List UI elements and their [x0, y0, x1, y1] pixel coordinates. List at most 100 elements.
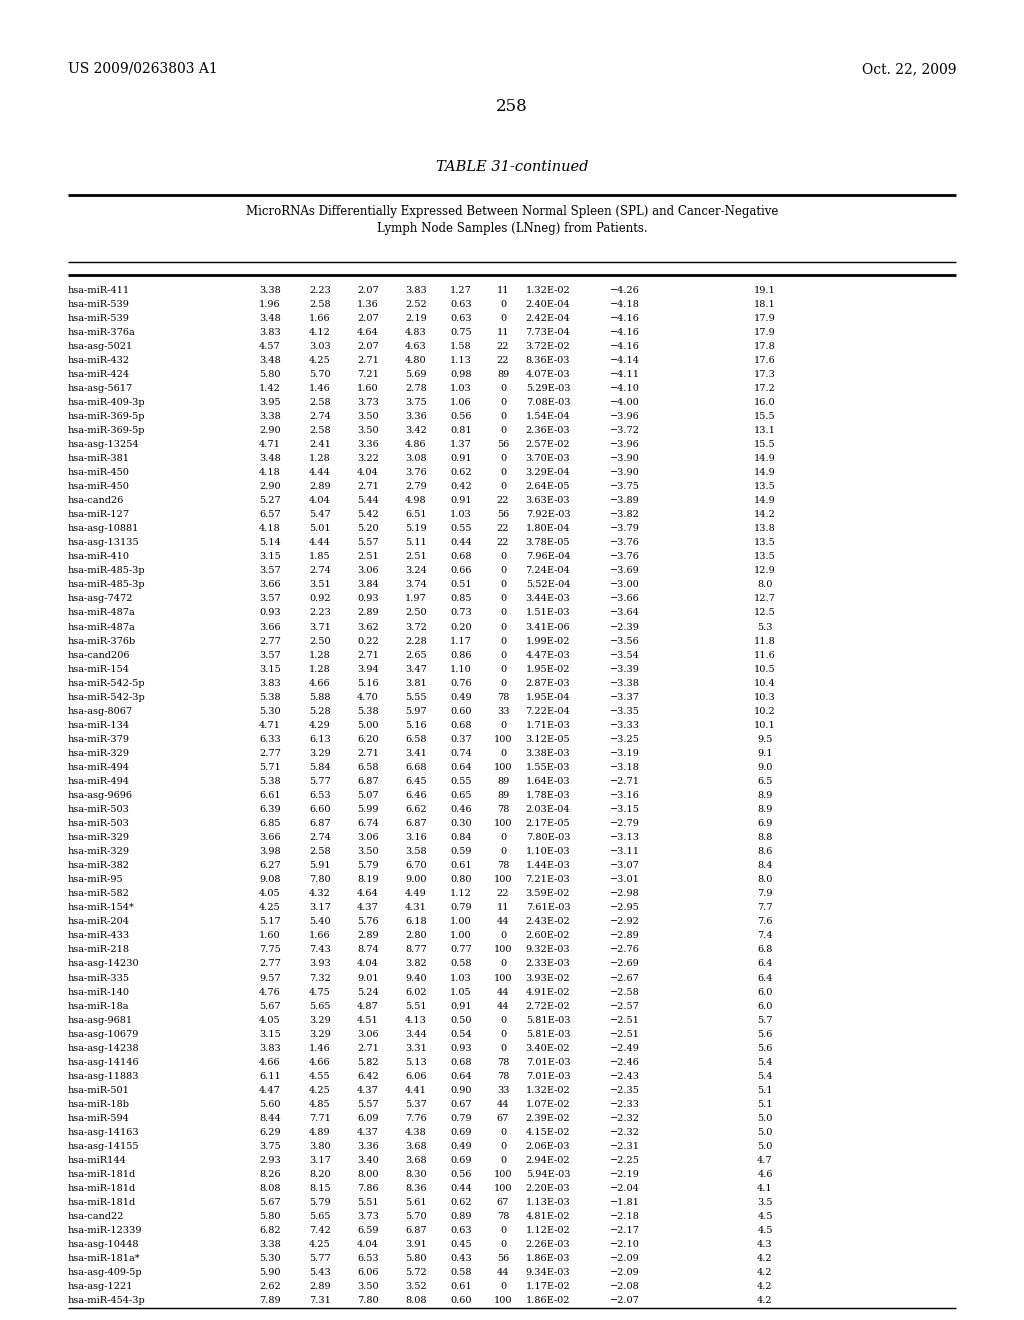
Text: 14.9: 14.9 — [754, 496, 776, 506]
Text: 2.03E-04: 2.03E-04 — [525, 805, 570, 814]
Text: 2.74: 2.74 — [309, 566, 331, 576]
Text: 7.7: 7.7 — [757, 903, 773, 912]
Text: 78: 78 — [497, 805, 509, 814]
Text: 4.89: 4.89 — [309, 1129, 331, 1137]
Text: 3.36: 3.36 — [357, 440, 379, 449]
Text: hsa-asg-11883: hsa-asg-11883 — [68, 1072, 139, 1081]
Text: 3.44E-03: 3.44E-03 — [525, 594, 570, 603]
Text: 7.31: 7.31 — [309, 1296, 331, 1305]
Text: 4.55: 4.55 — [309, 1072, 331, 1081]
Text: hsa-miR-450: hsa-miR-450 — [68, 469, 130, 477]
Text: −3.96: −3.96 — [610, 412, 640, 421]
Text: 4.25: 4.25 — [309, 1086, 331, 1094]
Text: hsa-miR-424: hsa-miR-424 — [68, 370, 130, 379]
Text: 4.37: 4.37 — [357, 903, 379, 912]
Text: 4.04: 4.04 — [309, 496, 331, 506]
Text: 2.89: 2.89 — [357, 932, 379, 940]
Text: 5.38: 5.38 — [259, 693, 281, 702]
Text: 2.74: 2.74 — [309, 412, 331, 421]
Text: 4.91E-02: 4.91E-02 — [525, 987, 570, 997]
Text: 8.00: 8.00 — [357, 1170, 379, 1179]
Text: 3.15: 3.15 — [259, 665, 281, 673]
Text: 5.43: 5.43 — [309, 1269, 331, 1278]
Text: −3.56: −3.56 — [610, 636, 640, 645]
Text: 0.44: 0.44 — [451, 539, 472, 548]
Text: 4.2: 4.2 — [757, 1269, 773, 1278]
Text: 6.09: 6.09 — [357, 1114, 379, 1123]
Text: 2.90: 2.90 — [259, 426, 281, 434]
Text: 3.36: 3.36 — [406, 412, 427, 421]
Text: 1.36: 1.36 — [357, 300, 379, 309]
Text: 1.60: 1.60 — [259, 932, 281, 940]
Text: hsa-miR-181d: hsa-miR-181d — [68, 1184, 136, 1193]
Text: Oct. 22, 2009: Oct. 22, 2009 — [861, 62, 956, 77]
Text: 100: 100 — [494, 1184, 512, 1193]
Text: US 2009/0263803 A1: US 2009/0263803 A1 — [68, 62, 218, 77]
Text: hsa-miR-329: hsa-miR-329 — [68, 748, 130, 758]
Text: 0.44: 0.44 — [451, 1184, 472, 1193]
Text: 9.0: 9.0 — [758, 763, 773, 772]
Text: 4.83: 4.83 — [406, 327, 427, 337]
Text: hsa-miR-582: hsa-miR-582 — [68, 890, 130, 899]
Text: hsa-miR-501: hsa-miR-501 — [68, 1086, 130, 1094]
Text: hsa-asg-14146: hsa-asg-14146 — [68, 1057, 139, 1067]
Text: 17.8: 17.8 — [754, 342, 776, 351]
Text: 4.37: 4.37 — [357, 1086, 379, 1094]
Text: hsa-asg-14155: hsa-asg-14155 — [68, 1142, 139, 1151]
Text: 4.75: 4.75 — [309, 987, 331, 997]
Text: 8.36E-03: 8.36E-03 — [525, 355, 570, 364]
Text: 4.63: 4.63 — [406, 342, 427, 351]
Text: 2.89: 2.89 — [357, 609, 379, 618]
Text: 5.94E-03: 5.94E-03 — [525, 1170, 570, 1179]
Text: 13.8: 13.8 — [754, 524, 776, 533]
Text: 89: 89 — [497, 777, 509, 785]
Text: 4.2: 4.2 — [757, 1296, 773, 1305]
Text: 44: 44 — [497, 917, 509, 927]
Text: 0: 0 — [500, 1044, 506, 1053]
Text: 89: 89 — [497, 370, 509, 379]
Text: 4.44: 4.44 — [309, 539, 331, 548]
Text: 0: 0 — [500, 469, 506, 477]
Text: 3.06: 3.06 — [357, 833, 379, 842]
Text: 6.87: 6.87 — [406, 820, 427, 828]
Text: 1.96: 1.96 — [259, 300, 281, 309]
Text: 6.53: 6.53 — [309, 791, 331, 800]
Text: 3.83: 3.83 — [259, 678, 281, 688]
Text: hsa-asg-1221: hsa-asg-1221 — [68, 1283, 133, 1291]
Text: 1.28: 1.28 — [309, 651, 331, 660]
Text: hsa-miR-411: hsa-miR-411 — [68, 285, 130, 294]
Text: 5.40: 5.40 — [309, 917, 331, 927]
Text: 7.21: 7.21 — [357, 370, 379, 379]
Text: 4.25: 4.25 — [309, 1241, 331, 1249]
Text: hsa-miR-18b: hsa-miR-18b — [68, 1100, 130, 1109]
Text: 0.76: 0.76 — [451, 678, 472, 688]
Text: 0.91: 0.91 — [451, 454, 472, 463]
Text: 6.82: 6.82 — [259, 1226, 281, 1236]
Text: 0: 0 — [500, 1241, 506, 1249]
Text: 3.70E-03: 3.70E-03 — [525, 454, 570, 463]
Text: 7.24E-04: 7.24E-04 — [525, 566, 570, 576]
Text: 0: 0 — [500, 594, 506, 603]
Text: 5.16: 5.16 — [406, 721, 427, 730]
Text: 6.4: 6.4 — [758, 960, 773, 969]
Text: 5.70: 5.70 — [406, 1212, 427, 1221]
Text: 5.37: 5.37 — [406, 1100, 427, 1109]
Text: −4.16: −4.16 — [610, 327, 640, 337]
Text: 0.62: 0.62 — [451, 1199, 472, 1208]
Text: 6.8: 6.8 — [758, 945, 773, 954]
Text: 7.76: 7.76 — [406, 1114, 427, 1123]
Text: hsa-miR144: hsa-miR144 — [68, 1156, 127, 1166]
Text: 8.8: 8.8 — [758, 833, 773, 842]
Text: 44: 44 — [497, 1002, 509, 1011]
Text: −4.00: −4.00 — [610, 397, 640, 407]
Text: 7.73E-04: 7.73E-04 — [525, 327, 570, 337]
Text: 4.12: 4.12 — [309, 327, 331, 337]
Text: −2.10: −2.10 — [610, 1241, 640, 1249]
Text: 18.1: 18.1 — [754, 300, 776, 309]
Text: hsa-asg-14230: hsa-asg-14230 — [68, 960, 139, 969]
Text: 3.59E-02: 3.59E-02 — [525, 890, 570, 899]
Text: 1.86E-02: 1.86E-02 — [525, 1296, 570, 1305]
Text: 2.62: 2.62 — [259, 1283, 281, 1291]
Text: 3.68: 3.68 — [406, 1142, 427, 1151]
Text: 5.1: 5.1 — [758, 1086, 773, 1094]
